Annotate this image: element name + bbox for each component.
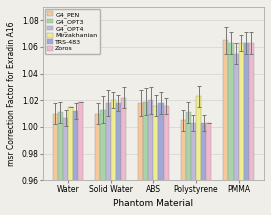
Y-axis label: msr Correction Factor for Exradin A16: msr Correction Factor for Exradin A16 <box>7 21 16 166</box>
Bar <box>239 43 244 215</box>
Bar <box>148 100 153 215</box>
Bar <box>101 110 106 215</box>
Bar <box>234 54 239 215</box>
Bar <box>206 123 211 215</box>
Bar <box>191 123 196 215</box>
Bar <box>63 118 68 215</box>
Bar <box>73 111 78 215</box>
Bar <box>111 100 116 215</box>
Bar <box>249 43 254 215</box>
Bar <box>228 43 234 215</box>
Legend: G4_PEN, G4_OPT3, G4_OPT4, Mirzakhanian, TRS-483, Zoros: G4_PEN, G4_OPT3, G4_OPT4, Mirzakhanian, … <box>44 9 100 54</box>
Bar <box>53 114 58 215</box>
Bar <box>106 103 111 215</box>
Bar <box>186 112 191 215</box>
Bar <box>116 103 121 215</box>
Bar <box>58 112 63 215</box>
Bar <box>138 103 143 215</box>
Bar <box>201 123 206 215</box>
Bar <box>164 106 169 215</box>
Bar <box>196 96 201 215</box>
Bar <box>95 114 101 215</box>
Bar <box>153 106 159 215</box>
Bar <box>143 102 148 215</box>
Bar <box>68 107 73 215</box>
Bar <box>181 120 186 215</box>
Bar <box>244 43 249 215</box>
X-axis label: Phantom Material: Phantom Material <box>113 199 193 208</box>
Bar <box>121 98 126 215</box>
Bar <box>223 40 228 215</box>
Bar <box>78 102 83 215</box>
Bar <box>159 103 164 215</box>
